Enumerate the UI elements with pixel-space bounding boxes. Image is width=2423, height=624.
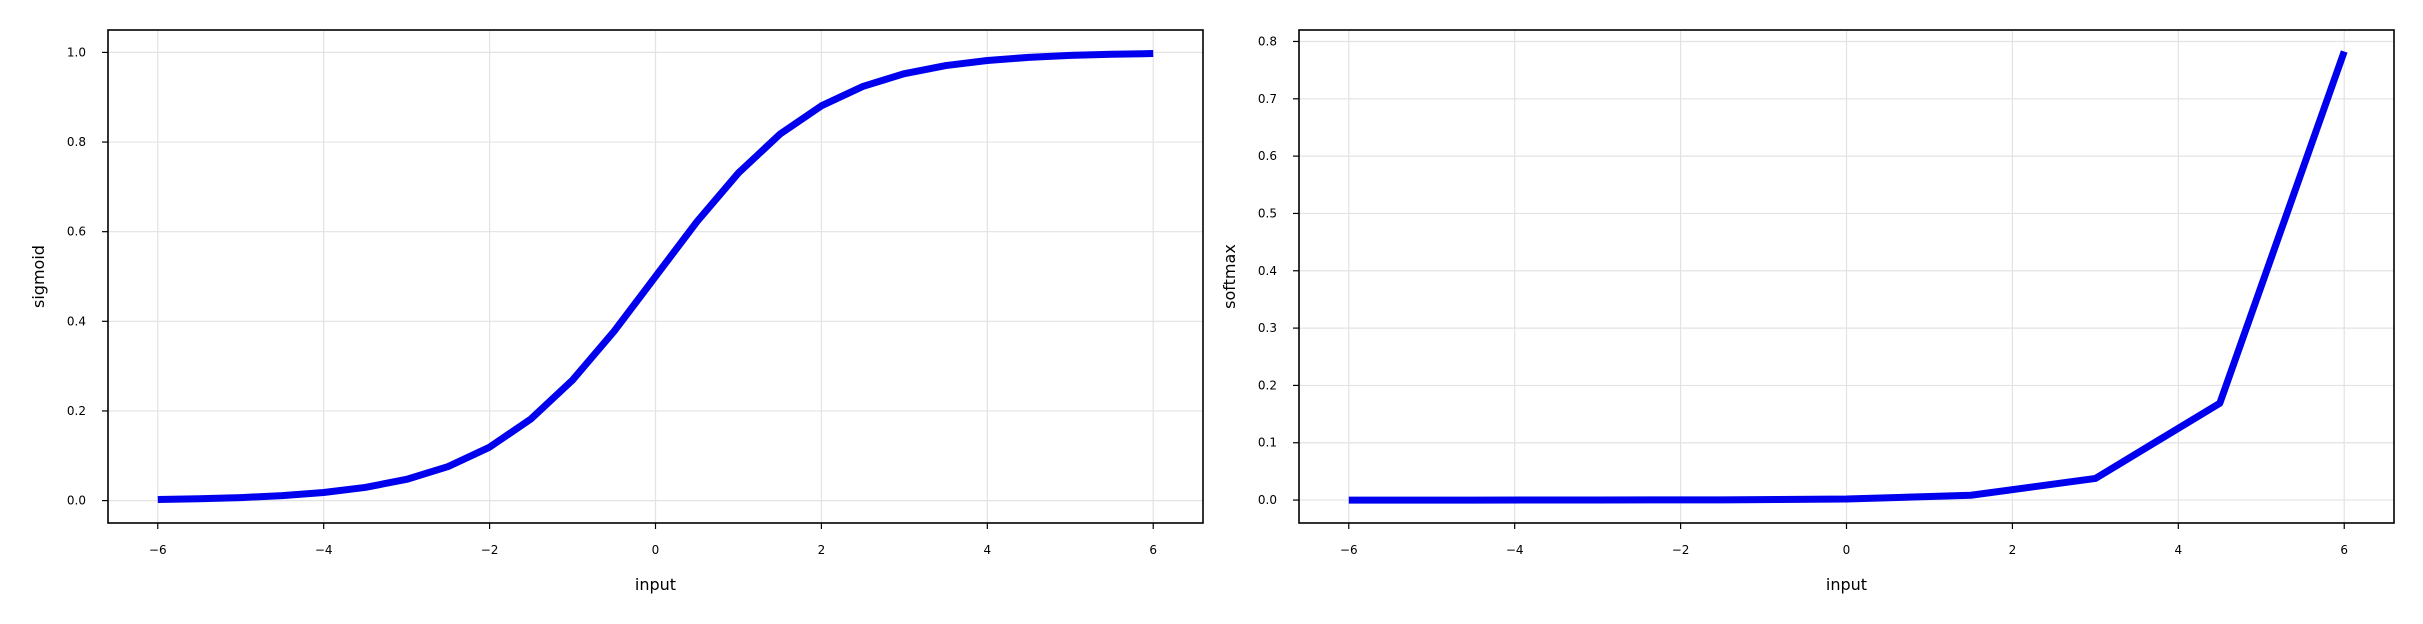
y-tick-label: 0.3 (1258, 321, 1277, 335)
y-tick-label: 0.1 (1258, 436, 1277, 450)
y-tick-label: 0.2 (1258, 378, 1277, 392)
x-tick-label: −6 (1340, 543, 1358, 557)
y-tick-label: 0.8 (67, 135, 86, 149)
y-tick-label: 0.4 (1258, 264, 1277, 278)
x-tick-label: −2 (1672, 543, 1690, 557)
x-tick-label: 2 (818, 543, 826, 557)
x-tick-label: 6 (2340, 543, 2348, 557)
x-axis-label: input (1826, 575, 1867, 594)
y-tick-label: 0.4 (67, 314, 86, 328)
x-tick-label: 4 (2174, 543, 2182, 557)
x-tick-label: 6 (1149, 543, 1157, 557)
y-axis-label: softmax (1220, 244, 1239, 309)
x-tick-label: 2 (2009, 543, 2017, 557)
y-tick-label: 0.7 (1258, 92, 1277, 106)
y-tick-label: 0.6 (67, 225, 86, 239)
x-tick-label: −2 (481, 543, 499, 557)
y-tick-label: 0.2 (67, 404, 86, 418)
y-tick-label: 0.0 (67, 494, 86, 508)
softmax-chart: −6 −4 −2 0 2 4 6 0.0 0.1 0.2 0.3 0.4 0.5 0.6 0.7 0.8 inp… (1220, 29, 2395, 594)
x-tick-label: −4 (315, 543, 333, 557)
x-tick-label: 0 (1843, 543, 1851, 557)
y-tick-label: 0.6 (1258, 149, 1277, 163)
x-tick-label: −4 (1506, 543, 1524, 557)
x-axis-label: input (635, 575, 676, 594)
y-tick-label: 1.0 (67, 45, 86, 59)
series-line (1348, 50, 2348, 504)
x-tick-label: 4 (983, 543, 991, 557)
y-tick-label: 0.5 (1258, 206, 1277, 220)
x-tick-label: 0 (652, 543, 660, 557)
y-tick-label: 0.8 (1258, 34, 1277, 48)
series-line (157, 50, 1154, 503)
y-tick-label: 0.0 (1258, 493, 1277, 507)
y-axis-label: sigmoid (29, 245, 48, 308)
x-tick-label: −6 (149, 543, 167, 557)
sigmoid-chart: −6 −4 −2 0 2 4 6 0.0 0.2 0.4 0.6 0.8 1.0 input sigmoid (29, 29, 1204, 594)
